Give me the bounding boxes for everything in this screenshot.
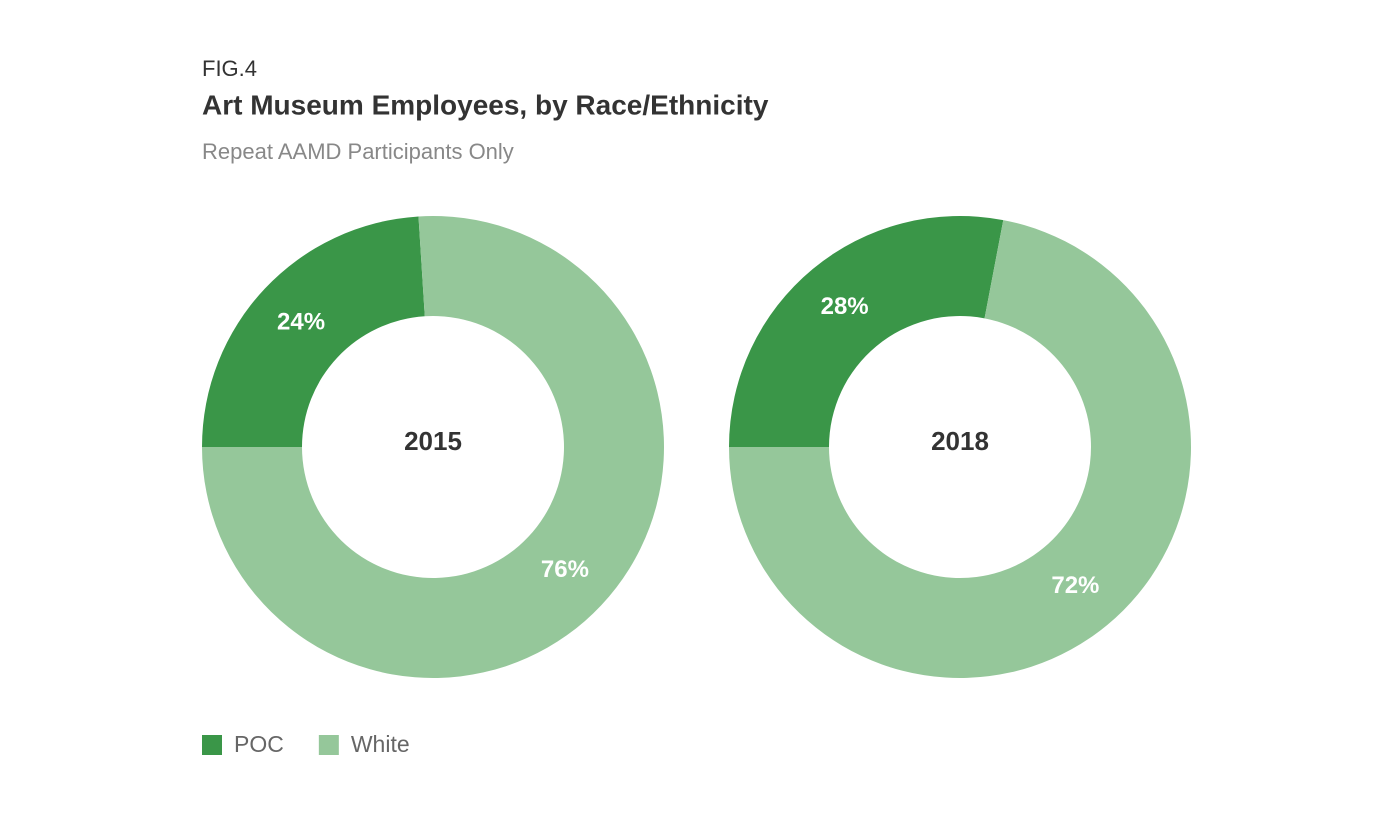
legend-label: POC (234, 731, 284, 757)
donut-segment (729, 215, 1004, 447)
donut-segment (202, 216, 425, 447)
value-label: 24% (277, 308, 325, 335)
donut-segment (201, 216, 664, 678)
legend-label: White (351, 731, 410, 757)
value-label: 28% (821, 293, 869, 320)
chart-subtitle: Repeat AAMD Participants Only (202, 139, 514, 164)
figure-label: FIG.4 (202, 56, 257, 81)
donut-segment (729, 220, 1191, 678)
legend-swatch (318, 735, 339, 755)
center-label: 2015 (404, 426, 462, 456)
value-label: 76% (541, 556, 589, 583)
value-label: 72% (1051, 572, 1099, 599)
chart-title: Art Museum Employees, by Race/Ethnicity (202, 89, 769, 120)
legend-swatch (202, 735, 222, 755)
center-label: 2018 (931, 426, 989, 456)
